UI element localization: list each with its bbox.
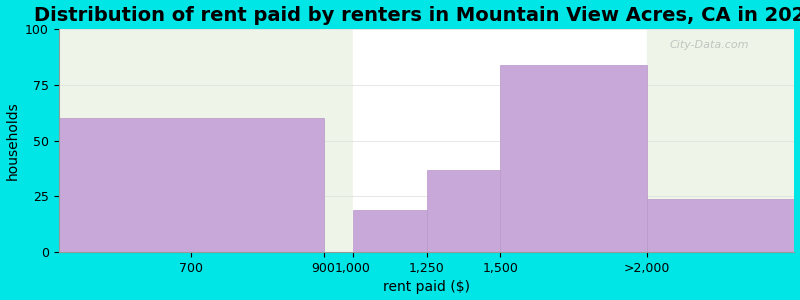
Bar (58, 29, 323, 252)
Bar (426, 29, 500, 252)
Bar (647, 199, 794, 252)
Bar (353, 210, 426, 252)
Title: Distribution of rent paid by renters in Mountain View Acres, CA in 2022: Distribution of rent paid by renters in … (34, 6, 800, 25)
X-axis label: rent paid ($): rent paid ($) (383, 280, 470, 294)
Text: City-Data.com: City-Data.com (670, 40, 749, 50)
Bar (426, 169, 500, 252)
Bar (58, 118, 323, 252)
Bar (647, 29, 794, 252)
Bar (353, 29, 426, 252)
Bar (500, 29, 647, 252)
Y-axis label: households: households (6, 101, 19, 180)
Bar (500, 64, 647, 252)
Bar (323, 29, 353, 252)
